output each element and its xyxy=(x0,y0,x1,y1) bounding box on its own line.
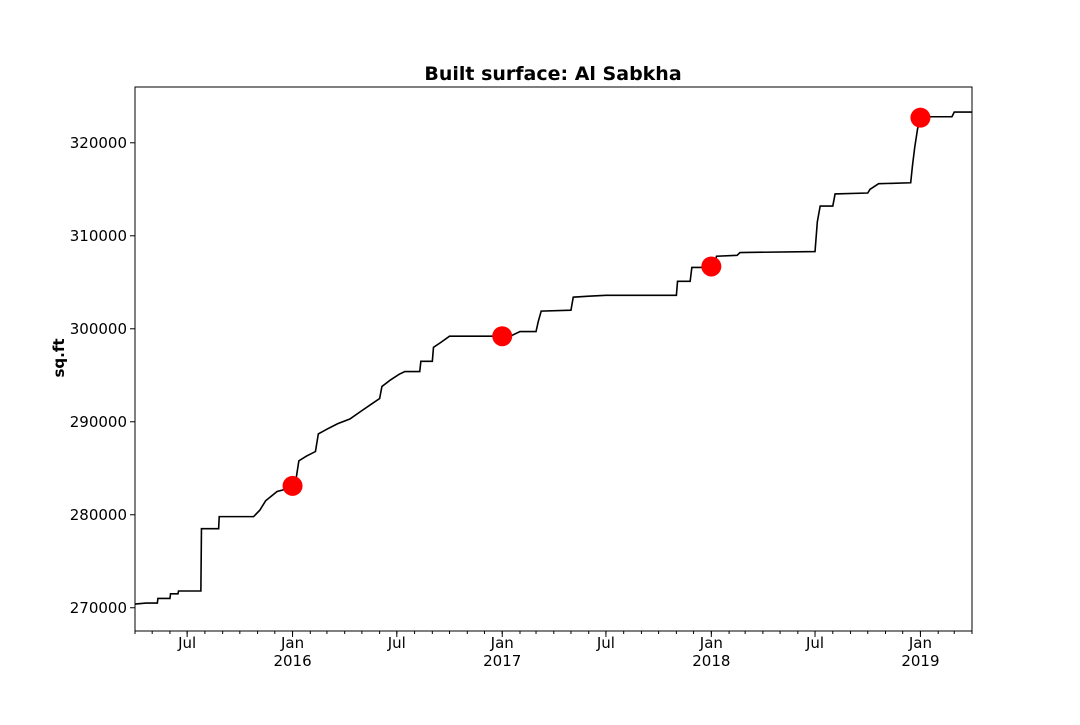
data-point-marker xyxy=(492,326,513,347)
built-surface-line xyxy=(134,111,972,605)
data-point-marker xyxy=(282,475,303,496)
y-tick-label: 290000 xyxy=(70,413,127,431)
x-tick-year-label: 2019 xyxy=(901,652,939,670)
y-tick-label: 310000 xyxy=(70,227,127,245)
x-tick-year-label: 2016 xyxy=(273,652,311,670)
y-tick-label: 270000 xyxy=(70,599,127,617)
x-tick-year-label: 2018 xyxy=(692,652,730,670)
x-tick-label: Jul xyxy=(387,634,406,652)
x-tick-label: Jan xyxy=(908,634,932,652)
chart-title: Built surface: Al Sabkha xyxy=(424,63,681,85)
x-tick-label: Jan xyxy=(699,634,723,652)
ticks-layer: 270000 280000 290000 300000 310000 320000 Jul J… xyxy=(70,134,973,670)
x-tick-label: Jan xyxy=(280,634,304,652)
series-layer xyxy=(134,107,972,605)
x-tick-year-label: 2017 xyxy=(483,652,521,670)
y-axis-label: sq.ft xyxy=(50,338,68,377)
x-tick-label: Jul xyxy=(596,634,615,652)
y-tick-label: 300000 xyxy=(70,320,127,338)
x-tick-label: Jan xyxy=(490,634,514,652)
y-tick-label: 320000 xyxy=(70,134,127,152)
data-point-marker xyxy=(910,107,931,128)
plot-frame xyxy=(134,86,973,632)
x-tick-label: Jul xyxy=(177,634,196,652)
y-tick-label: 280000 xyxy=(70,506,127,524)
data-point-marker xyxy=(701,256,722,277)
x-tick-label: Jul xyxy=(805,634,824,652)
